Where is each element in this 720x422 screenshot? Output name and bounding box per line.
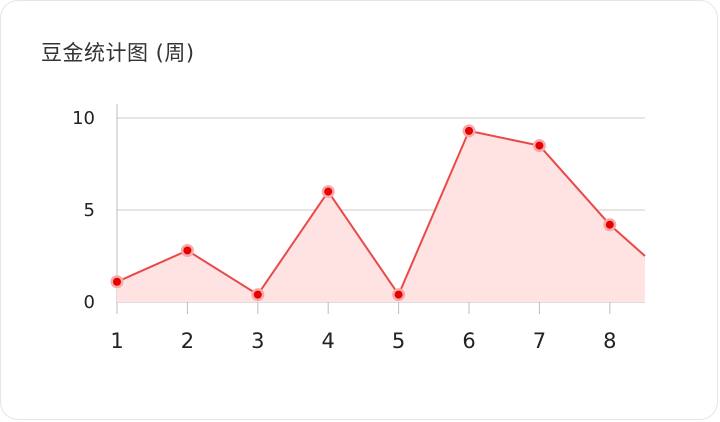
x-tick-label: 4 — [322, 329, 335, 353]
y-tick-label: 10 — [72, 108, 95, 129]
data-point — [394, 290, 403, 299]
x-tick-label: 5 — [392, 329, 405, 353]
x-tick-label: 1 — [110, 329, 123, 353]
x-tick-label: 7 — [533, 329, 546, 353]
data-point — [253, 290, 262, 299]
x-tick-label: 6 — [462, 329, 475, 353]
series-area — [117, 130, 645, 302]
data-point — [605, 220, 614, 229]
data-point — [535, 141, 544, 150]
data-point — [465, 126, 473, 135]
data-point — [113, 277, 121, 286]
y-tick-label: 5 — [84, 200, 95, 221]
data-point — [324, 187, 333, 196]
x-tick-label: 8 — [603, 329, 616, 353]
point-layer — [110, 124, 617, 302]
x-tick-label: 2 — [181, 329, 194, 353]
data-point — [183, 246, 192, 255]
area-layer — [117, 130, 645, 302]
chart-title: 豆金统计图 (周) — [41, 41, 195, 65]
y-tick-label: 0 — [84, 292, 95, 313]
label-layer: 0 5 10 1 2 3 4 5 6 7 8 — [72, 108, 616, 353]
x-tick-label: 3 — [251, 329, 264, 353]
